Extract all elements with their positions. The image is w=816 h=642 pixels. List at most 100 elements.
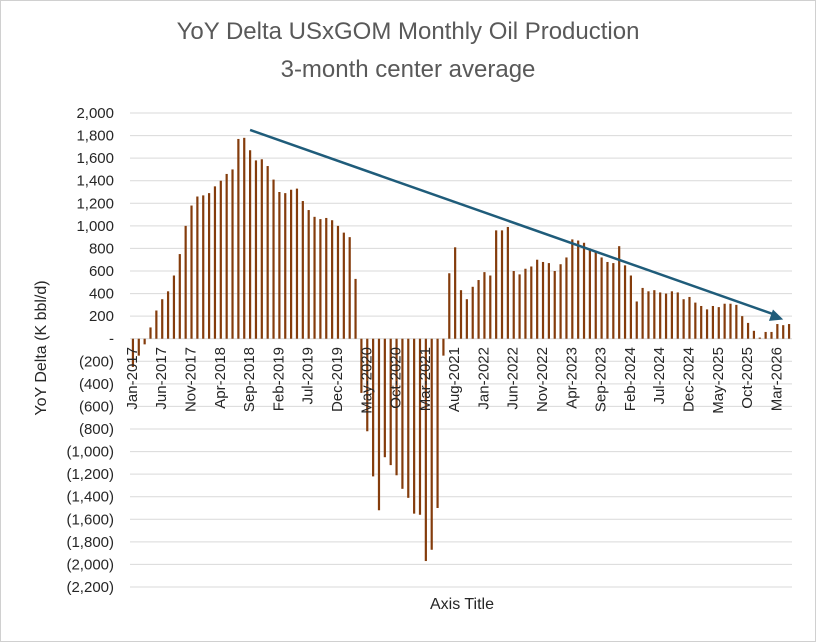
- x-tick-label: Jan-2017: [124, 347, 141, 410]
- bar: [336, 225, 340, 339]
- x-tick-label: Apr-2018: [212, 347, 229, 409]
- bar: [190, 205, 193, 339]
- bar: [248, 150, 252, 339]
- y-tick-label: 1,200: [76, 195, 114, 212]
- bar: [670, 291, 674, 339]
- y-tick-label: (1,600): [66, 511, 114, 528]
- y-tick-label: (1,200): [66, 466, 114, 483]
- y-tick-label: 800: [89, 240, 114, 257]
- y-tick-label: 600: [89, 263, 114, 280]
- x-tick-label: Sep-2023: [593, 347, 610, 412]
- x-tick-label: Oct-2025: [739, 347, 756, 409]
- bar: [202, 195, 205, 339]
- bar: [454, 247, 457, 339]
- bar: [676, 292, 679, 339]
- y-tick-label: (1,800): [66, 534, 114, 551]
- x-tick-label: Nov-2017: [183, 347, 200, 412]
- y-tick-label: 1,600: [76, 150, 114, 167]
- bar: [178, 254, 181, 339]
- trendline-arrowhead: [768, 309, 784, 321]
- x-tick-label: Apr-2023: [563, 347, 580, 409]
- gridlines: [130, 112, 792, 588]
- bar: [389, 338, 392, 466]
- x-tick-label: Sep-2018: [241, 347, 258, 412]
- bar: [741, 316, 744, 339]
- bar: [348, 237, 351, 339]
- bar: [366, 338, 369, 432]
- bar: [430, 338, 433, 550]
- bar: [776, 324, 779, 339]
- bar: [483, 272, 486, 339]
- y-tick-label: (2,000): [66, 556, 114, 573]
- bar: [582, 242, 586, 339]
- x-tick-label: May-2025: [710, 347, 727, 414]
- y-tick-label: 1,800: [76, 128, 114, 145]
- bar: [541, 261, 545, 339]
- bar: [442, 338, 445, 356]
- bar: [606, 261, 609, 339]
- bar: [131, 338, 135, 367]
- bar: [787, 324, 791, 339]
- bar: [600, 257, 603, 339]
- bar: [319, 219, 322, 339]
- bar: [424, 338, 427, 562]
- chart-title: YoY Delta USxGOM Monthly Oil Production: [176, 18, 640, 45]
- x-axis-label: Axis Title: [430, 596, 494, 613]
- bar: [664, 293, 668, 339]
- bar: [512, 271, 515, 339]
- bar: [782, 325, 785, 339]
- x-tick-label: Oct-2020: [388, 347, 405, 409]
- bar: [307, 210, 310, 339]
- bar: [471, 286, 474, 339]
- bar: [448, 273, 451, 339]
- bar: [155, 310, 158, 339]
- bar-series: [131, 137, 791, 562]
- bar: [290, 189, 293, 339]
- bar: [571, 239, 574, 339]
- x-tick-label: Dec-2019: [329, 347, 346, 412]
- bar: [284, 193, 287, 339]
- y-tick-label: 400: [89, 286, 114, 303]
- x-tick-label: Mar-2026: [768, 347, 785, 411]
- bar: [688, 296, 691, 339]
- x-tick-label: Dec-2024: [680, 347, 697, 412]
- x-tick-label: Feb-2019: [270, 347, 287, 411]
- bar: [413, 338, 416, 514]
- bar: [530, 266, 533, 339]
- bar: [401, 338, 404, 489]
- bar: [184, 225, 187, 339]
- bar: [518, 274, 521, 339]
- bar: [237, 138, 240, 339]
- x-axis-ticks: Jan-2017 Jun-2017 Nov-2017 Apr-2018 Sep-2018…: [124, 347, 785, 414]
- y-tick-label: (400): [79, 376, 114, 393]
- bar: [137, 338, 140, 356]
- bar: [360, 338, 363, 393]
- bar: [219, 180, 222, 339]
- y-tick-label: 1,400: [76, 173, 114, 190]
- bar: [383, 338, 386, 458]
- bar: [559, 264, 562, 339]
- bar: [553, 271, 556, 339]
- bar: [342, 232, 345, 339]
- bar: [196, 196, 199, 339]
- x-tick-label: May-2020: [358, 347, 375, 414]
- bar: [495, 230, 498, 339]
- bar: [635, 301, 638, 339]
- bar: [700, 305, 703, 339]
- bar: [477, 280, 480, 339]
- bar: [489, 275, 492, 339]
- y-tick-label: -: [109, 331, 114, 348]
- bar: [172, 275, 176, 339]
- bar: [313, 216, 316, 339]
- x-tick-label: Aug-2021: [446, 347, 463, 412]
- bar: [623, 265, 627, 339]
- bar: [459, 290, 463, 339]
- bar: [301, 201, 304, 339]
- bar: [207, 193, 211, 339]
- y-axis-ticks: 2,000 1,800 1,600 1,400 1,200 1,000 800 600 400 2…: [66, 105, 114, 596]
- bar: [682, 299, 685, 339]
- bar: [325, 217, 328, 339]
- bar: [395, 338, 398, 476]
